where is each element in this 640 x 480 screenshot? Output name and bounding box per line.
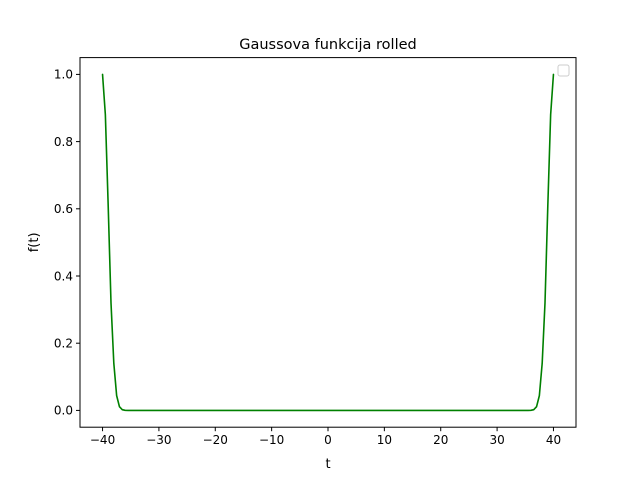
y-tick-label: 1.0: [54, 68, 73, 82]
x-tick-label: 0: [324, 433, 332, 447]
y-tick-label: 0.2: [54, 337, 73, 351]
x-tick-label: 30: [489, 433, 504, 447]
legend-box: [557, 64, 570, 77]
x-tick-label: 40: [546, 433, 561, 447]
plot-layer: [101, 73, 555, 412]
x-tick-label: 10: [377, 433, 392, 447]
x-tick-label: −10: [259, 433, 284, 447]
ticks-layer: −40 −30 −20 −10 0 10 20 30 40 0.0 0.2 0.4 0.6 0.8 1.0: [54, 68, 561, 448]
y-axis-label: f(t): [27, 232, 42, 252]
x-axis-label: t: [325, 457, 330, 472]
axes-frame: [79, 57, 577, 428]
y-tick-label: 0.0: [54, 404, 73, 418]
y-tick-label: 0.4: [54, 269, 73, 283]
chart-title: Gaussova funkcija rolled: [239, 37, 416, 53]
x-tick-label: −30: [146, 433, 171, 447]
series-line: [101, 73, 555, 412]
x-tick-label: −20: [203, 433, 228, 447]
x-tick-label: −40: [90, 433, 115, 447]
x-tick-label: 20: [433, 433, 448, 447]
y-tick-label: 0.8: [54, 135, 73, 149]
y-tick-label: 0.6: [54, 202, 73, 216]
